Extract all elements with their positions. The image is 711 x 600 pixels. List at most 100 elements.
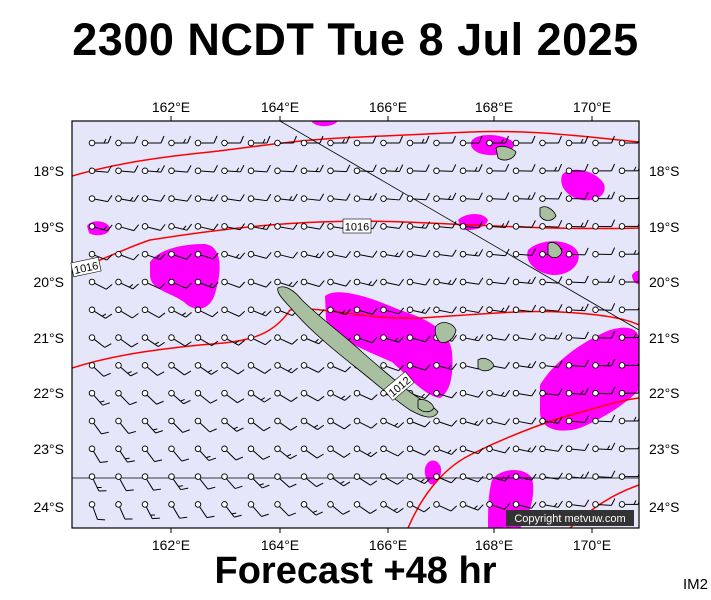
wind-barb: [115, 501, 133, 520]
wind-barb: [221, 194, 245, 202]
wind-barb: [247, 306, 272, 317]
wind-barb: [433, 135, 456, 147]
wind-barb: [274, 445, 297, 460]
wind-barb: [88, 250, 113, 261]
wind-barb: [592, 331, 616, 341]
wind-barb: [194, 473, 216, 490]
wind-barb: [565, 499, 590, 508]
wind-barb: [300, 389, 325, 402]
isobar-labels: 1016 1016 1012: [70, 218, 415, 401]
lon-tick-label: 162°E: [152, 537, 190, 553]
lat-tick-label: 21°S: [649, 330, 680, 346]
loyalty-island: [417, 399, 435, 413]
wind-barb: [327, 306, 352, 316]
wind-barb: [327, 389, 351, 401]
wind-barb: [247, 222, 272, 231]
wind-barb: [115, 473, 134, 492]
wind-barb: [565, 219, 589, 230]
rain-area: [632, 270, 639, 284]
wind-barb: [433, 277, 457, 286]
wind-barb: [300, 135, 324, 147]
wind-barb: [274, 278, 299, 288]
wind-barb: [247, 193, 272, 202]
wind-barb: [565, 163, 589, 175]
wind-barb: [539, 472, 563, 480]
wind-barb: [433, 417, 458, 427]
wind-barb: [88, 445, 108, 464]
wind-barb: [115, 334, 139, 348]
wind-barb: [486, 501, 511, 510]
wind-barb: [141, 417, 163, 434]
wind-barb: [247, 362, 272, 374]
wind-barb: [592, 247, 616, 258]
wind-barb: [247, 334, 272, 346]
tick-marks: [170, 116, 593, 533]
wind-barb: [380, 417, 405, 429]
wind-barb: [512, 304, 537, 314]
wind-barb: [274, 389, 298, 402]
isobar-line: [72, 220, 639, 271]
wind-barb: [459, 277, 484, 286]
wind-barb: [115, 389, 137, 406]
wind-barb: [353, 250, 378, 258]
wind-barb: [592, 163, 615, 175]
wind-barb: [88, 389, 110, 406]
wind-barb: [168, 417, 190, 433]
wind-barb: [459, 249, 484, 258]
wind-barb: [247, 417, 271, 432]
wind-barb: [380, 250, 404, 258]
wind-barb: [300, 164, 324, 175]
wind-barb: [592, 442, 616, 453]
wind-barb: [459, 334, 484, 342]
wind-barb: [406, 135, 430, 147]
vanuatu-island: [495, 145, 517, 161]
wind-barb: [168, 223, 193, 231]
wind-barb: [459, 445, 484, 455]
wind-barb: [141, 223, 166, 231]
wind-barb: [115, 135, 138, 147]
wind-barb: [88, 501, 106, 521]
wind-barb: [618, 389, 639, 397]
wind-barb: [618, 361, 639, 369]
wind-barb: [565, 247, 589, 258]
wind-barb: [274, 222, 298, 230]
wind-barb: [168, 473, 189, 491]
lon-ticks-top: 162°E 164°E 166°E 168°E 170°E: [152, 99, 611, 115]
wind-barb: [539, 388, 563, 397]
wind-barb: [141, 473, 162, 491]
wind-barb: [486, 389, 510, 398]
wind-barb: [221, 306, 246, 317]
wind-barb: [565, 359, 589, 369]
wind-barb: [406, 249, 431, 258]
wind-barb: [274, 135, 297, 147]
wind-barb: [486, 277, 510, 286]
wind-barb: [406, 192, 430, 202]
wind-barb: [459, 417, 484, 426]
wind-barb: [247, 250, 272, 259]
wind-barb: [353, 164, 377, 175]
wind-barb: [274, 164, 298, 175]
wind-barb: [274, 501, 296, 517]
wind-barb: [115, 417, 136, 434]
wind-barb: [194, 334, 219, 347]
wind-barb: [115, 223, 140, 232]
wind-barb: [141, 334, 165, 347]
wind-barb: [380, 473, 404, 485]
wind-barb: [115, 445, 135, 463]
wind-barb: [380, 306, 405, 315]
wind-barb: [380, 278, 404, 286]
vanuatu-island: [547, 242, 563, 258]
wind-barb: [221, 278, 246, 288]
wind-barb: [512, 389, 537, 397]
wind-barb: [141, 306, 166, 319]
lat-tick-label: 23°S: [649, 441, 680, 457]
lat-ticks-left: 18°S 19°S 20°S 21°S 22°S 23°S 24°S: [33, 163, 64, 515]
wind-barb: [512, 163, 536, 175]
wind-barb: [433, 249, 457, 258]
lat-tick-label: 19°S: [649, 219, 680, 235]
lon-tick-label: 166°E: [369, 99, 407, 115]
wind-barb: [88, 334, 112, 348]
wind-barb: [512, 473, 537, 481]
isobar-line: [407, 397, 639, 528]
wind-barb: [141, 389, 164, 405]
